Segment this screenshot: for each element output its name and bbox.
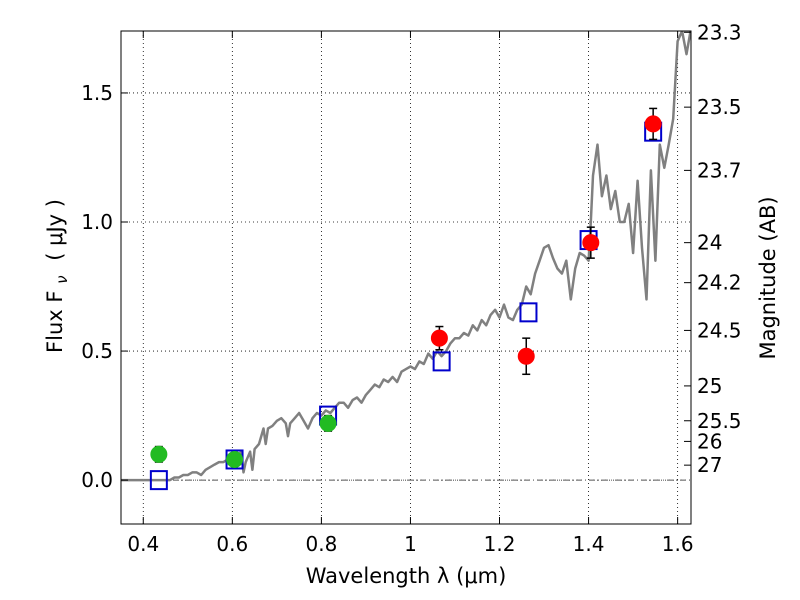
- photometry-point: [430, 329, 448, 347]
- model-square-point: [432, 351, 451, 372]
- magnitude-tick-label: 23.3: [697, 20, 742, 44]
- y-axis-label-unit: ( μJy ): [43, 199, 67, 261]
- y-tick-label: 1.5: [81, 81, 113, 105]
- plot-area: [121, 31, 691, 491]
- magnitude-tick-label: 25: [697, 374, 722, 398]
- x-tick-label: 0.4: [127, 532, 159, 556]
- y-tick-label: 0.5: [81, 339, 113, 363]
- clipped-series: [121, 31, 691, 482]
- magnitude-tick-label: 24.5: [697, 318, 742, 342]
- photometry-point: [319, 414, 337, 432]
- magnitude-tick-label: 25.5: [697, 409, 742, 433]
- plot-frame: [120, 30, 692, 525]
- x-axis-label: Wavelength λ (μm): [306, 564, 507, 588]
- y-axis-label-main: Flux F: [43, 291, 67, 353]
- spectrum-line: [121, 31, 691, 482]
- model-square-point: [149, 470, 168, 491]
- y-tick-label: 0.0: [81, 468, 113, 492]
- model-square-point: [519, 302, 538, 323]
- magnitude-tick-label: 23.5: [697, 95, 742, 119]
- magnitude-axis-label: Magnitude (AB): [756, 196, 780, 359]
- axis-ticks: 0.4 0.6 0.8 1 1.2 1.4 1.6 0.0 0.5 1.0 1.5 23.3 23.5 2…: [81, 20, 741, 556]
- photometry-point: [150, 445, 168, 463]
- magnitude-tick-label: 24.2: [697, 271, 742, 295]
- magnitude-tick-label: 23.7: [697, 158, 742, 182]
- y-axis-label-sub: ν: [53, 275, 71, 283]
- x-tick-label: 0.6: [216, 532, 248, 556]
- photometry-point: [517, 347, 535, 365]
- photometry-point: [582, 234, 600, 252]
- magnitude-tick-label: 26: [697, 429, 722, 453]
- x-tick-label: 0.8: [305, 532, 337, 556]
- x-tick-label: 1.2: [484, 532, 516, 556]
- photometry-point: [644, 115, 662, 133]
- y-tick-label: 1.0: [81, 210, 113, 234]
- magnitude-tick-label: 27: [697, 453, 722, 477]
- x-tick-label: 1.6: [662, 532, 694, 556]
- magnitude-tick-label: 24: [697, 231, 722, 255]
- x-tick-label: 1.4: [573, 532, 605, 556]
- y-axis-label: Flux F ν ( μJy ): [43, 199, 72, 353]
- photometry-point: [226, 450, 244, 468]
- x-tick-label: 1: [404, 532, 417, 556]
- grid-lines: [121, 31, 691, 524]
